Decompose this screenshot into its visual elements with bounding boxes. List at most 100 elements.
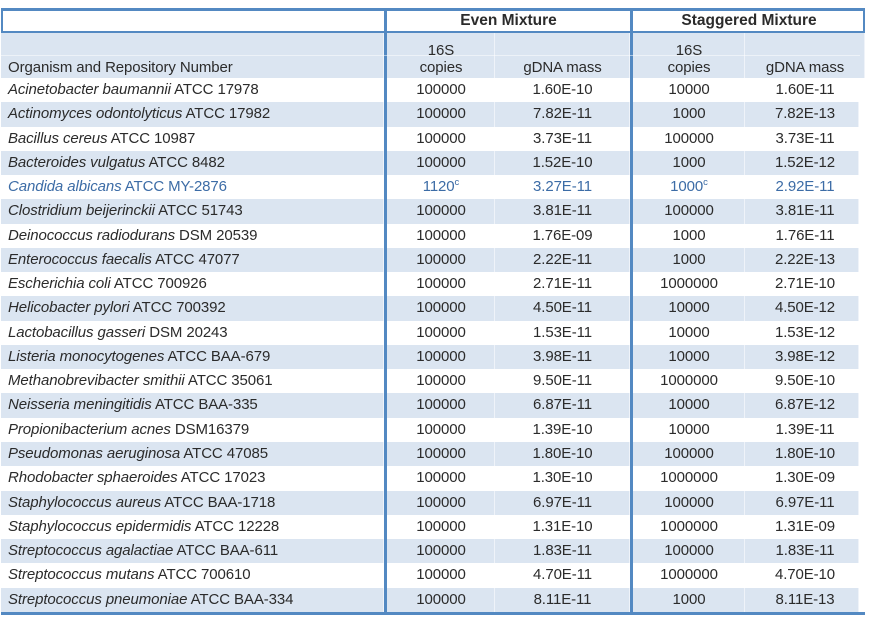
- even-copies-value: 100000: [416, 542, 466, 560]
- even-16s-copies-cell: 100000: [384, 272, 495, 297]
- staggered-copies-value: 1000000: [660, 517, 718, 535]
- staggered-gdna-mass-cell: 1.30E-09: [745, 466, 865, 490]
- even-gdna-mass-cell: 1.31E-10: [495, 515, 630, 539]
- staggered-16s-copies-cell: 1000: [630, 587, 745, 612]
- species-name: Enterococcus faecalis: [8, 250, 152, 268]
- even-16s-copies-cell: 100000: [384, 223, 495, 248]
- species-name: Clostridium beijerinckii: [8, 202, 155, 220]
- even-copies-value: 100000: [416, 105, 466, 123]
- even-copies-value: 100000: [416, 323, 466, 341]
- staggered-mass-value: 1.52E-12: [774, 153, 836, 171]
- table-row: Staphylococcus epidermidis ATCC 12228 10…: [1, 514, 865, 540]
- even-16s-copies-cell: 100000: [384, 563, 495, 588]
- staggered-16s-copies-cell: 1000000: [630, 369, 745, 394]
- table-row: Listeria monocytogenes ATCC BAA-679 1000…: [1, 344, 865, 370]
- staggered-mass-value: 2.22E-13: [774, 250, 836, 268]
- staggered-16s-copies-cell: 10000: [630, 78, 745, 103]
- species-name: Neisseria meningitidis: [8, 396, 152, 414]
- even-copies-value: 100000: [416, 347, 466, 365]
- repository-number: ATCC BAA-1718: [164, 493, 276, 511]
- even-copies-value: 100000: [416, 517, 466, 535]
- even-gdna-mass-cell: 1.52E-10: [495, 150, 630, 176]
- repository-number: ATCC BAA-679: [167, 347, 271, 365]
- even-copies-value: 100000: [416, 444, 466, 462]
- staggered-mass-value: 9.50E-10: [774, 372, 836, 390]
- table-row: Streptococcus agalactiae ATCC BAA-611 10…: [1, 539, 865, 564]
- even-mixture-header: Even Mixture: [384, 11, 630, 31]
- table-row: Candida albicans ATCC MY-2876 1120c 3.27…: [1, 175, 865, 200]
- even-16s-copies-cell: 100000: [384, 78, 495, 103]
- gdna-mass-header-label: gDNA mass: [523, 59, 602, 76]
- even-16s-copies-cell: 100000: [384, 320, 495, 345]
- repository-number: ATCC 700926: [113, 275, 207, 293]
- species-name: Streptococcus agalactiae: [8, 542, 174, 560]
- repository-number: ATCC 51743: [158, 202, 243, 220]
- table-row: Staphylococcus aureus ATCC BAA-1718 1000…: [1, 490, 865, 515]
- staggered-copies-value: 1000: [670, 178, 704, 196]
- organism-cell: Deinococcus radiodurans DSM 20539: [1, 224, 384, 248]
- table-row: Actinomyces odontolyticus ATCC 17982 100…: [1, 102, 865, 127]
- organism-cell: Candida albicans ATCC MY-2876: [1, 175, 384, 199]
- even-gdna-mass-cell: 3.73E-11: [495, 127, 630, 151]
- staggered-copies-value: 10000: [668, 420, 710, 438]
- even-gdna-mass-cell: 1.60E-10: [495, 78, 630, 102]
- even-16s-copies-cell: 100000: [384, 296, 495, 321]
- even-copies-value: 100000: [416, 129, 466, 147]
- organism-cell: Streptococcus mutans ATCC 700610: [1, 563, 384, 587]
- even-16s-copies-cell: 100000: [384, 126, 495, 151]
- staggered-copies-value: 10000: [668, 323, 710, 341]
- even-copies-value: 100000: [416, 202, 466, 220]
- table-row: Acinetobacter baumannii ATCC 17978 10000…: [1, 78, 865, 103]
- staggered-16s-copies-cell: 1000000: [630, 514, 745, 540]
- staggered-copies-value: 1000: [672, 590, 706, 608]
- repository-number: ATCC BAA-334: [190, 590, 294, 608]
- table-row: Clostridium beijerinckii ATCC 51743 1000…: [1, 199, 865, 224]
- species-name: Streptococcus pneumoniae: [8, 590, 188, 608]
- staggered-gdna-mass-cell: 3.98E-12: [745, 344, 865, 370]
- species-name: Escherichia coli: [8, 275, 111, 293]
- staggered-mass-value: 2.71E-10: [774, 275, 836, 293]
- staggered-gdna-mass-cell: 6.87E-12: [745, 393, 865, 418]
- species-name: Helicobacter pylori: [8, 299, 130, 317]
- even-gdna-mass-cell: 3.98E-11: [495, 344, 630, 370]
- even-16s-copies-cell: 100000: [384, 539, 495, 564]
- even-mass-value: 3.81E-11: [533, 202, 592, 220]
- even-mass-value: 1.31E-10: [532, 517, 593, 535]
- species-name: Rhodobacter sphaeroides: [8, 469, 178, 487]
- even-mass-value: 6.87E-11: [533, 396, 592, 414]
- staggered-gdna-mass-cell: 7.82E-13: [745, 102, 865, 127]
- repository-number: DSM 20539: [179, 226, 258, 244]
- staggered-mass-value: 6.97E-11: [775, 493, 835, 511]
- repository-number: ATCC 47085: [183, 444, 268, 462]
- even-gdna-mass-cell: 6.97E-11: [495, 490, 630, 515]
- repository-number: ATCC 17982: [185, 105, 271, 123]
- staggered-gdna-mass-cell: 2.71E-10: [745, 272, 865, 296]
- staggered-copies-value: 100000: [664, 129, 714, 147]
- even-copies-value: 100000: [416, 226, 466, 244]
- staggered-gdna-mass-cell: 4.70E-10: [745, 563, 865, 587]
- staggered-copies-value: 1000000: [660, 566, 718, 584]
- even-16s-copies-cell: 100000: [384, 247, 495, 273]
- even-mass-value: 2.71E-11: [533, 275, 592, 293]
- staggered-mass-value: 1.76E-11: [775, 226, 835, 244]
- even-copies-value: 100000: [416, 275, 466, 293]
- even-gdna-mass-cell: 1.39E-10: [495, 418, 630, 442]
- even-copies-value: 100000: [416, 420, 466, 438]
- staggered-mass-value: 1.30E-09: [774, 469, 836, 487]
- even-16s-copies-cell: 100000: [384, 514, 495, 540]
- even-gdna-mass-cell: 1.76E-09: [495, 224, 630, 248]
- staggered-mass-value: 4.70E-10: [774, 566, 836, 584]
- repository-number: ATCC 700610: [157, 566, 251, 584]
- repository-number: ATCC BAA-611: [176, 542, 279, 560]
- even-gdna-mass-cell: 1.80E-10: [495, 441, 630, 467]
- staggered-copies-value: 10000: [668, 347, 710, 365]
- table-row: Enterococcus faecalis ATCC 47077 100000 …: [1, 247, 865, 273]
- even-gdna-mass-cell: 1.53E-11: [495, 321, 630, 345]
- staggered-gdna-mass-cell: 1.53E-12: [745, 321, 865, 345]
- even-16s-copies-cell: 100000: [384, 466, 495, 491]
- even-mass-value: 1.30E-10: [532, 469, 593, 487]
- staggered-copies-value: 1000: [672, 105, 706, 123]
- table-row: Streptococcus mutans ATCC 700610 100000 …: [1, 563, 865, 588]
- even-gdna-mass-cell: 6.87E-11: [495, 393, 630, 418]
- table-row: Propionibacterium acnes DSM16379 100000 …: [1, 417, 865, 442]
